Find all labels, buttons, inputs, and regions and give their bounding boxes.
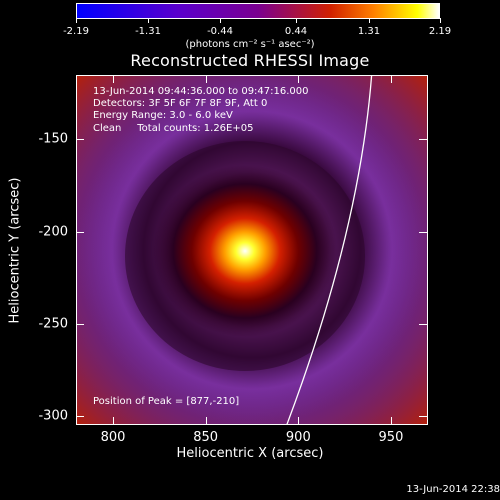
- y-tick-right: [419, 231, 427, 233]
- colorbar-tick-label: 2.19: [428, 26, 452, 37]
- y-tick: [76, 415, 84, 417]
- colorbar-tick: [220, 18, 221, 23]
- y-tick-right: [419, 323, 427, 325]
- x-tick: [205, 417, 207, 425]
- x-tick-top: [205, 75, 207, 83]
- colorbar-tick-label: -1.31: [135, 26, 161, 37]
- colorbar-tick: [148, 18, 149, 23]
- info-time: 13-Jun-2014 09:44:36.000 to 09:47:16.000: [93, 86, 309, 97]
- y-tick: [76, 139, 84, 141]
- y-tick: [76, 323, 84, 325]
- x-tick-top: [390, 75, 392, 83]
- x-tick: [298, 417, 300, 425]
- colorbar-tick: [76, 18, 77, 23]
- heatmap-image: [77, 76, 427, 424]
- colorbar-unit-label: (photons cm⁻² s⁻¹ asec⁻²): [185, 39, 315, 50]
- x-tick-label: 800: [100, 430, 126, 445]
- y-tick-right: [419, 415, 427, 417]
- plot-title: Reconstructed RHESSI Image: [130, 51, 370, 70]
- x-axis-label: Heliocentric X (arcsec): [176, 446, 324, 461]
- colorbar-tick: [440, 18, 441, 23]
- y-axis-label: Heliocentric Y (arcsec): [7, 177, 23, 324]
- colorbar-tick-label: -0.44: [207, 26, 233, 37]
- info-detectors: Detectors: 3F 5F 6F 7F 8F 9F, Att 0: [93, 98, 268, 110]
- timestamp: 13-Jun-2014 22:38: [406, 484, 500, 495]
- colorbar-tick-label: -2.19: [63, 26, 89, 37]
- peak-position-label: Position of Peak = [877,-210]: [93, 396, 240, 407]
- info-clean: Clean Total counts: 1.26E+05: [93, 122, 254, 134]
- x-tick: [390, 417, 392, 425]
- colorbar-tick: [369, 18, 370, 23]
- x-tick-label: 850: [193, 430, 219, 445]
- colorbar-tick-label: 0.44: [284, 26, 308, 37]
- y-tick: [76, 231, 84, 233]
- colorbar-tick-label: 1.31: [357, 26, 381, 37]
- x-tick-top: [113, 75, 115, 83]
- y-tick-label: -200: [38, 224, 68, 240]
- y-tick-label: -300: [38, 408, 68, 424]
- info-energy: Energy Range: 3.0 - 6.0 keV: [93, 110, 233, 122]
- colorbar: [76, 3, 440, 19]
- x-tick-top: [298, 75, 300, 83]
- solar-limb-line: [286, 76, 373, 424]
- y-tick-label: -250: [38, 316, 68, 332]
- colorbar-tick: [296, 18, 297, 23]
- image-plot[interactable]: 13-Jun-2014 09:44:36.000 to 09:47:16.000…: [76, 75, 428, 425]
- x-tick: [113, 417, 115, 425]
- y-tick-right: [419, 139, 427, 141]
- x-tick-label: 900: [285, 430, 311, 445]
- info-block: 13-Jun-2014 09:44:36.000 to 09:47:16.000…: [93, 86, 309, 135]
- x-tick-label: 950: [378, 430, 404, 445]
- y-tick-label: -150: [38, 131, 68, 147]
